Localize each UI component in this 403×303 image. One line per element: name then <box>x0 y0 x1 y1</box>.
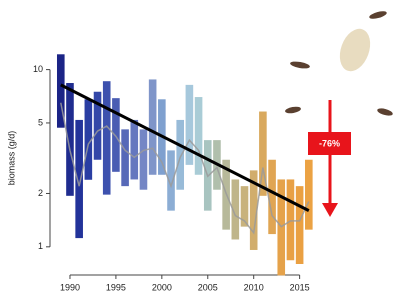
range-bar <box>121 129 129 186</box>
decline-arrow-head <box>322 203 338 217</box>
range-bar <box>268 160 276 234</box>
x-tick-label: 1990 <box>60 282 80 292</box>
x-tick-label: 2015 <box>290 282 310 292</box>
y-tick-label: 2 <box>38 188 43 198</box>
range-bar <box>305 160 313 230</box>
range-bar <box>195 97 203 175</box>
y-tick-label: 10 <box>33 64 43 74</box>
range-bar <box>75 120 83 238</box>
annotation-text: -76% <box>319 138 340 148</box>
insect-illustrations <box>285 10 394 117</box>
x-tick-label: 2005 <box>198 282 218 292</box>
range-bar <box>130 120 138 180</box>
range-bar <box>140 129 148 189</box>
y-tick-label: 5 <box>38 117 43 127</box>
y-tick-label: 1 <box>38 241 43 251</box>
chart: biomass (g/d) 1 2 5 10 1990 1995 2000 2005 2010 2… <box>0 0 403 303</box>
range-bar <box>176 120 184 190</box>
x-tick-label: 2010 <box>244 282 264 292</box>
range-bar <box>103 81 111 194</box>
range-bar <box>296 186 304 264</box>
range-bar <box>112 98 120 172</box>
x-tick-label: 1995 <box>106 282 126 292</box>
range-bar <box>149 79 157 174</box>
x-tick-label: 2000 <box>152 282 172 292</box>
range-bar <box>287 179 295 260</box>
y-axis-label: biomass (g/d) <box>6 131 16 186</box>
